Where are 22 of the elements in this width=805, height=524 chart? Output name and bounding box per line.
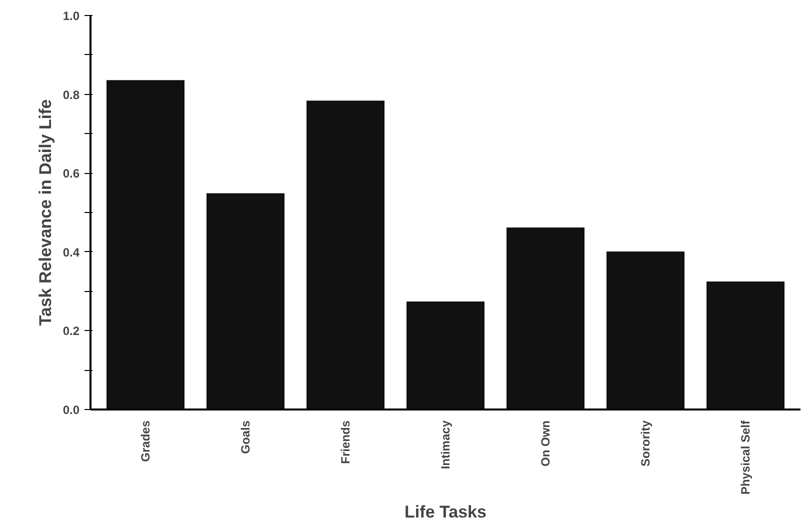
bar	[306, 100, 384, 410]
bar	[106, 80, 184, 410]
x-tick-label: Goals	[238, 420, 252, 454]
x-tick-label: On Own	[538, 420, 552, 466]
y-tick-label: 0.6	[62, 166, 80, 181]
y-tick-label: 1.0	[62, 9, 80, 23]
bar	[706, 281, 784, 410]
x-tick-label: Intimacy	[438, 420, 452, 470]
y-tick-label: 0.8	[62, 88, 80, 102]
y-axis-title: Task Relevance in Daily Life	[36, 99, 55, 326]
x-tick-label: Sorority	[638, 420, 652, 467]
x-tick-label: Grades	[138, 420, 152, 462]
y-tick-label: 0.2	[62, 324, 80, 338]
bar	[506, 227, 584, 410]
x-axis-title: Life Tasks	[404, 502, 486, 522]
y-tick-label: 0.0	[62, 403, 80, 417]
bar	[606, 252, 684, 410]
x-tick-label: Physical Self	[738, 419, 752, 495]
x-tick-label: Friends	[338, 420, 352, 464]
y-tick-label: 0.4	[62, 245, 80, 260]
bar	[206, 193, 284, 410]
bar	[406, 302, 484, 410]
